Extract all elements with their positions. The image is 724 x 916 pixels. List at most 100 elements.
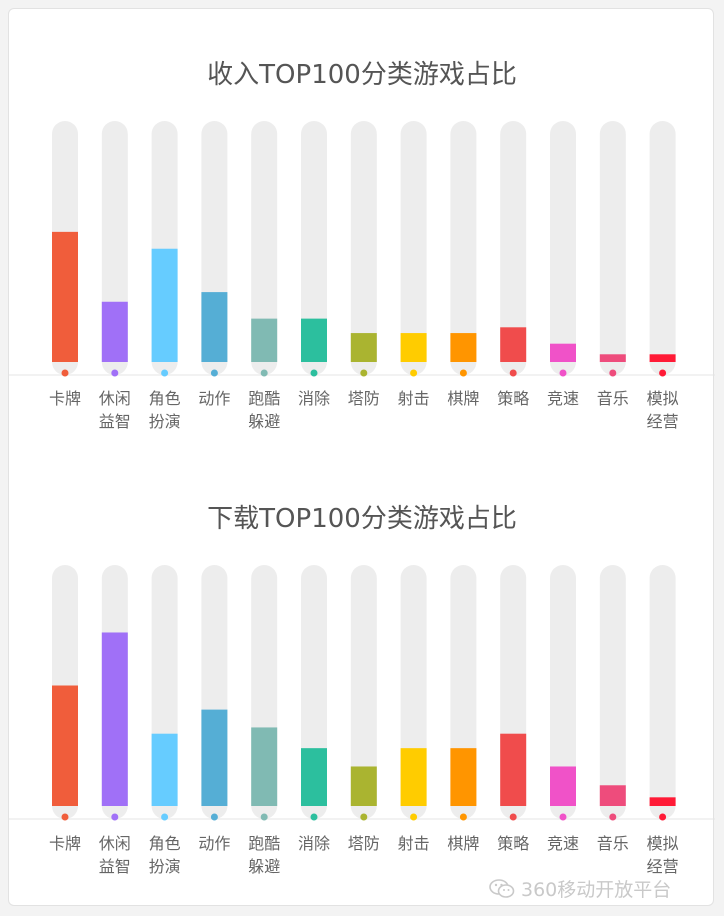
watermark-text: 360移动开放平台 bbox=[521, 879, 672, 901]
category-dot bbox=[360, 813, 368, 821]
bar-track bbox=[350, 565, 377, 819]
category-label: 竞速 bbox=[547, 834, 579, 853]
category-dot bbox=[111, 369, 119, 377]
category-label: 塔防 bbox=[348, 834, 380, 853]
category-label: 休闲益智 bbox=[99, 834, 131, 876]
category-dot bbox=[310, 369, 318, 377]
bar-track bbox=[500, 121, 527, 375]
chart-title: 下载TOP100分类游戏占比 bbox=[207, 504, 517, 534]
category-label: 射击 bbox=[398, 834, 430, 853]
category-dot bbox=[410, 369, 418, 377]
bar bbox=[450, 748, 477, 806]
category-label: 休闲益智 bbox=[99, 389, 131, 431]
category-dot bbox=[509, 813, 517, 821]
bar-track bbox=[649, 121, 676, 375]
category-dot bbox=[210, 813, 218, 821]
bar-track bbox=[599, 565, 626, 819]
category-label: 策略 bbox=[497, 834, 529, 853]
bar bbox=[350, 333, 377, 362]
category-dot bbox=[410, 813, 418, 821]
category-dot bbox=[509, 369, 517, 377]
category-label: 音乐 bbox=[597, 389, 629, 408]
category-label: 角色扮演 bbox=[149, 834, 181, 876]
chart-card: 收入TOP100分类游戏占比 卡牌 休闲益智 角色扮演 动作 跑酷躲避 消除 塔防 射击 棋牌 策略… bbox=[8, 8, 715, 906]
category-dot bbox=[559, 813, 567, 821]
category-dot bbox=[459, 813, 467, 821]
bar bbox=[350, 766, 377, 806]
category-dot bbox=[659, 813, 667, 821]
bar bbox=[301, 318, 327, 362]
wechat-icon bbox=[489, 878, 515, 899]
category-dot bbox=[260, 369, 268, 377]
category-label: 跑酷躲避 bbox=[248, 389, 280, 431]
category-label: 塔防 bbox=[348, 389, 380, 408]
category-label: 动作 bbox=[198, 834, 230, 853]
bar bbox=[52, 231, 78, 362]
bar bbox=[550, 343, 576, 362]
bar bbox=[52, 685, 78, 806]
category-label: 棋牌 bbox=[447, 834, 479, 853]
category-label: 卡牌 bbox=[49, 834, 81, 853]
category-label: 角色扮演 bbox=[149, 389, 181, 431]
category-label: 棋牌 bbox=[447, 389, 479, 408]
category-label: 策略 bbox=[497, 389, 529, 408]
bar bbox=[251, 727, 278, 806]
bar bbox=[301, 748, 327, 806]
category-dot bbox=[609, 369, 617, 377]
bar-track bbox=[400, 121, 427, 375]
bar bbox=[201, 292, 228, 362]
bar bbox=[649, 797, 676, 806]
category-dot bbox=[459, 369, 467, 377]
bar bbox=[599, 785, 626, 806]
category-dot bbox=[161, 813, 169, 821]
category-label: 消除 bbox=[298, 834, 330, 853]
category-label: 竞速 bbox=[547, 389, 579, 408]
bar bbox=[649, 354, 676, 362]
bar bbox=[500, 733, 527, 806]
category-dot bbox=[310, 813, 318, 821]
bar bbox=[251, 318, 278, 362]
bar bbox=[500, 327, 527, 362]
category-dot bbox=[659, 369, 667, 377]
category-dot bbox=[260, 813, 268, 821]
bar-track bbox=[550, 565, 576, 819]
bar-track bbox=[550, 121, 576, 375]
category-dot bbox=[360, 369, 368, 377]
bar bbox=[400, 333, 427, 362]
category-dot bbox=[111, 813, 119, 821]
category-label: 卡牌 bbox=[49, 389, 81, 408]
bar bbox=[201, 709, 228, 806]
category-dot bbox=[161, 369, 169, 377]
category-dot bbox=[559, 369, 567, 377]
bar bbox=[151, 248, 178, 362]
bar-track bbox=[301, 121, 327, 375]
bar-track bbox=[350, 121, 377, 375]
category-label: 模拟经营 bbox=[647, 834, 679, 876]
category-label: 模拟经营 bbox=[647, 389, 679, 431]
category-dot bbox=[61, 369, 69, 377]
category-dot bbox=[210, 369, 218, 377]
bar bbox=[599, 354, 626, 362]
bar bbox=[400, 748, 427, 806]
category-dot bbox=[609, 813, 617, 821]
chart-title: 收入TOP100分类游戏占比 bbox=[207, 60, 517, 90]
bar bbox=[101, 301, 128, 362]
category-label: 消除 bbox=[298, 389, 330, 408]
bar bbox=[450, 333, 477, 362]
category-label: 动作 bbox=[198, 389, 230, 408]
category-label: 音乐 bbox=[597, 834, 629, 853]
category-label: 跑酷躲避 bbox=[248, 834, 280, 876]
watermark: 360移动开放平台 bbox=[489, 875, 671, 902]
bar-track bbox=[599, 121, 626, 375]
category-label: 射击 bbox=[398, 389, 430, 408]
bar bbox=[550, 766, 576, 806]
bar bbox=[151, 733, 178, 806]
bar bbox=[101, 632, 128, 806]
bar-track bbox=[251, 121, 278, 375]
bar-track bbox=[450, 121, 477, 375]
category-dot bbox=[61, 813, 69, 821]
bar-track bbox=[649, 565, 676, 819]
